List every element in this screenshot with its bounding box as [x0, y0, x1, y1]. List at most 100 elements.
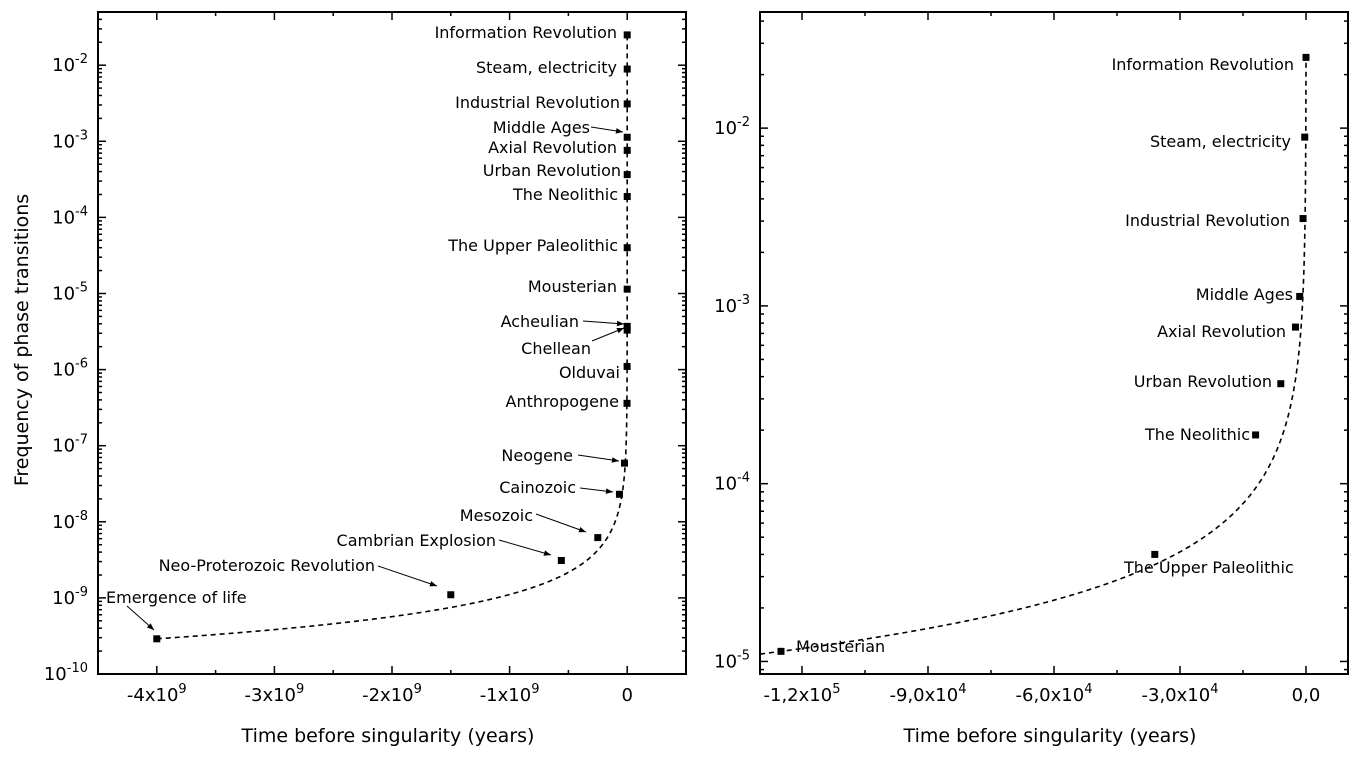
y-tick-label-base: 10 [52, 283, 75, 304]
x-tick-label-base: -2x10 [362, 685, 414, 706]
data-point-the-upper-paleolithic [623, 244, 631, 252]
x-tick-label-base: -1,2x10 [764, 685, 833, 706]
data-point-steam-electricity [1301, 133, 1309, 141]
y-tick-label-exp: -3 [737, 293, 750, 308]
x-tick-label-exp: 9 [531, 682, 539, 697]
x-tick-label-base: 0,0 [1292, 685, 1321, 706]
y-tick-label: 10-2 [714, 115, 750, 139]
y-tick-label-base: 10 [714, 651, 737, 672]
label-arrow [590, 126, 624, 134]
y-tick-label: 10-4 [714, 471, 750, 495]
point-label: Information Revolution [435, 23, 617, 42]
x-tick-label-base: -3,0x10 [1142, 685, 1211, 706]
x-tick-label-base: -9,0x10 [890, 685, 959, 706]
data-point-mousterian [777, 647, 785, 655]
y-ticks [760, 20, 1348, 671]
y-tick-label-exp: -8 [75, 509, 88, 524]
point-label: Olduvai [559, 363, 620, 382]
y-tick-label: 10-5 [52, 280, 88, 304]
label-arrow [126, 605, 155, 631]
y-tick-label-base: 10 [714, 118, 737, 139]
data-point-axial-revolution [1292, 323, 1299, 331]
y-tick-label-base: 10 [52, 436, 75, 457]
y-tick-label: 10-10 [44, 661, 88, 685]
y-tick-label-base: 10 [52, 55, 75, 76]
point-label: Cambrian Explosion [337, 531, 496, 550]
y-tick-label-exp: -3 [75, 128, 88, 143]
point-label: Industrial Revolution [455, 93, 620, 112]
point-label: Middle Ages [1196, 285, 1293, 304]
point-label: Chellean [521, 339, 591, 358]
x-axis-label: Time before singularity (years) [903, 725, 1197, 747]
point-label: Acheulian [501, 312, 579, 331]
label-arrow [377, 565, 438, 587]
x-tick-label-base: -1x10 [480, 685, 532, 706]
x-ticks [97, 12, 687, 674]
point-label: Middle Ages [493, 118, 590, 137]
x-tick-label: -1x109 [480, 682, 540, 706]
label-arrow [579, 487, 614, 494]
point-label: The Upper Paleolithic [1123, 558, 1294, 577]
y-tick-label-exp: -10 [67, 661, 88, 676]
point-label: Mousterian [528, 277, 617, 296]
y-tick-label: 10-5 [714, 648, 750, 672]
data-point-cambrian-explosion [557, 557, 565, 565]
point-label: Neo-Proterozoic Revolution [159, 556, 375, 575]
x-tick-label: -6,0x104 [1016, 682, 1093, 706]
point-label: Neogene [501, 446, 573, 465]
data-point-urban-revolution [623, 171, 631, 179]
y-tick-label-exp: -5 [75, 280, 88, 295]
x-tick-label-base: -6,0x10 [1016, 685, 1085, 706]
x-ticks [801, 12, 1307, 674]
data-point-steam-electricity [623, 65, 631, 73]
fit-curve [759, 57, 1307, 655]
data-point-information-revolution [623, 31, 631, 39]
point-label: Anthropogene [506, 392, 619, 411]
x-tick-label: 0 [621, 685, 632, 706]
point-label: Steam, electricity [1150, 132, 1291, 151]
x-tick-label-base: -3x10 [245, 685, 297, 706]
data-points [153, 31, 631, 643]
label-arrow [591, 327, 625, 342]
y-tick-label-base: 10 [52, 360, 75, 381]
label-arrow [577, 454, 620, 463]
data-point-neogene [620, 459, 628, 467]
data-point-information-revolution [1302, 53, 1310, 61]
y-tick-label: 10-8 [52, 509, 88, 533]
x-tick-label-exp: 4 [958, 682, 966, 697]
x-tick-label-base: 0 [621, 685, 632, 706]
panel-right: 10-510-410-310-2-1,2x105 -9,0x104 -6,0x104… [714, 11, 1349, 747]
data-point-industrial-revolution [1299, 215, 1307, 223]
fit-curve [156, 34, 628, 640]
y-tick-label-base: 10 [52, 588, 75, 609]
x-tick-label-exp: 5 [832, 682, 840, 697]
point-label: Mesozoic [460, 506, 533, 525]
y-tick-label-exp: -4 [737, 471, 750, 486]
x-tick-label-exp: 9 [178, 682, 186, 697]
point-label: Industrial Revolution [1125, 211, 1290, 230]
data-point-emergence-of-life [153, 635, 161, 643]
y-tick-label: 10-9 [52, 585, 88, 609]
label-arrow [582, 320, 625, 327]
y-tick-label-base: 10 [52, 512, 75, 533]
point-label: Axial Revolution [1157, 322, 1286, 341]
point-label: The Neolithic [512, 185, 618, 204]
x-tick-label-exp: 4 [1084, 682, 1092, 697]
y-tick-label: 10-4 [52, 204, 88, 228]
data-points [777, 53, 1310, 655]
data-point-the-neolithic [623, 193, 631, 201]
point-label: Axial Revolution [488, 138, 617, 157]
panel-left: 10-1010-910-810-710-610-510-410-310-2-4x… [11, 11, 687, 747]
label-arrow [535, 513, 587, 533]
x-tick-label-exp: 9 [414, 682, 422, 697]
x-axis-label: Time before singularity (years) [241, 725, 535, 747]
point-label: Mousterian [796, 637, 885, 656]
y-tick-label: 10-7 [52, 433, 88, 457]
point-label: Cainozoic [499, 478, 576, 497]
data-point-chellean [623, 326, 631, 334]
data-point-urban-revolution [1277, 380, 1285, 388]
y-tick-label-base: 10 [52, 131, 75, 152]
y-tick-label-exp: -2 [737, 115, 750, 130]
data-point-cainozoic [615, 490, 623, 498]
